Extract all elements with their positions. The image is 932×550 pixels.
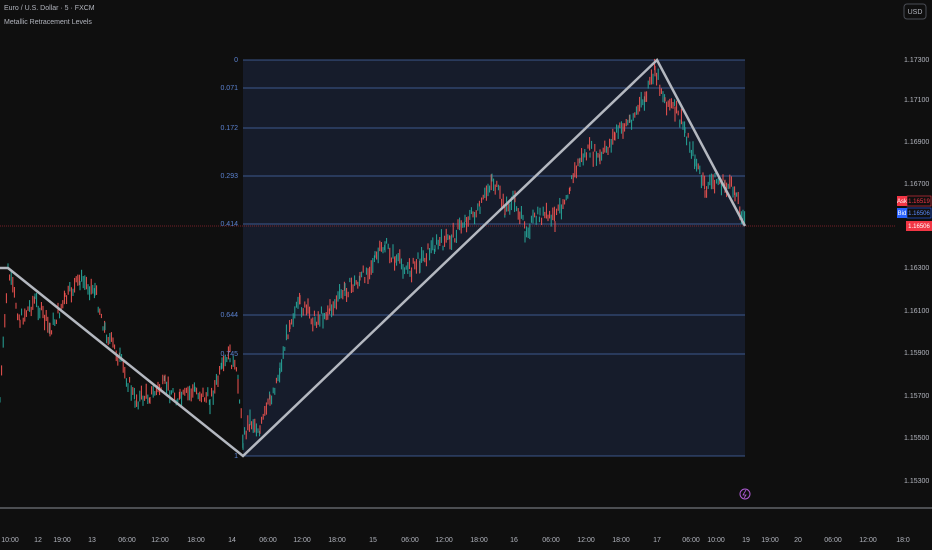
fib-label: 0.071 xyxy=(220,85,238,92)
time-axis-label: 18:0 xyxy=(896,537,910,544)
fib-label: 0.414 xyxy=(220,221,238,228)
currency-button[interactable] xyxy=(903,3,927,20)
time-axis-label: 19:00 xyxy=(761,537,779,544)
fib-label: 0.745 xyxy=(220,351,238,358)
event-icon[interactable] xyxy=(739,488,751,500)
currency-label: USD xyxy=(908,9,923,16)
price-axis-label: 1.16900 xyxy=(904,139,929,146)
time-axis-label: 06:00 xyxy=(682,537,700,544)
fib-label: 1 xyxy=(234,453,238,460)
price-axis-label: 1.15300 xyxy=(904,478,929,485)
time-axis-label: 20 xyxy=(794,537,802,544)
time-axis-label: 16 xyxy=(510,537,518,544)
time-axis-label: 18:00 xyxy=(328,537,346,544)
time-axis-label: 12:00 xyxy=(293,537,311,544)
time-axis-label: 14 xyxy=(228,537,236,544)
indicator-name: Metallic Retracement Levels xyxy=(4,19,92,26)
price-axis-label: 1.15700 xyxy=(904,393,929,400)
time-axis-label: 13 xyxy=(88,537,96,544)
time-axis-label: 18:00 xyxy=(470,537,488,544)
bid-price: 1.16506 xyxy=(908,211,930,217)
ask-tag xyxy=(897,196,907,206)
time-axis-label: 06:00 xyxy=(824,537,842,544)
time-axis-label: 15 xyxy=(369,537,377,544)
fib-label: 0 xyxy=(234,57,238,64)
time-axis-label: 18:00 xyxy=(187,537,205,544)
bid-label: Bid xyxy=(898,211,907,217)
time-axis-label: 06:00 xyxy=(542,537,560,544)
symbol-title: Euro / U.S. Dollar · 5 · FXCM xyxy=(4,5,95,12)
time-axis-label: 12:00 xyxy=(435,537,453,544)
time-axis-label: 10:00 xyxy=(1,537,19,544)
last-price-box xyxy=(906,221,932,231)
time-axis-label: 19 xyxy=(742,537,750,544)
zigzag xyxy=(0,57,747,458)
fib-zone xyxy=(243,60,745,456)
ask-box xyxy=(906,195,932,207)
price-axis-label: 1.16300 xyxy=(904,265,929,272)
time-axis-label: 17 xyxy=(653,537,661,544)
time-axis-label: 06:00 xyxy=(401,537,419,544)
last-price: 1.16506 xyxy=(908,224,930,230)
price-axis-label: 1.15900 xyxy=(904,350,929,357)
time-axis-label: 19:00 xyxy=(53,537,71,544)
price-axis-label: 1.15500 xyxy=(904,435,929,442)
price-axis-label: 1.17300 xyxy=(904,57,929,64)
time-axis-label: 12:00 xyxy=(151,537,169,544)
fib-label: 0.644 xyxy=(220,312,238,319)
price-axis-label: 1.16700 xyxy=(904,181,929,188)
bid-box xyxy=(906,207,932,219)
time-axis-label: 06:00 xyxy=(118,537,136,544)
price-axis-label: 1.17100 xyxy=(904,97,929,104)
time-axis-label: 10:00 xyxy=(707,537,725,544)
price-axis-label: 1.16100 xyxy=(904,308,929,315)
time-axis-label: 18:00 xyxy=(612,537,630,544)
ask-price: 1.16519 xyxy=(908,199,930,205)
time-axis-label: 06:00 xyxy=(259,537,277,544)
event-icon-bolt xyxy=(742,489,747,499)
fib-label: 0.293 xyxy=(220,173,238,180)
time-axis-label: 12 xyxy=(34,537,42,544)
time-axis-label: 12:00 xyxy=(577,537,595,544)
ask-label: Ask xyxy=(897,199,908,205)
fib-label: 0.172 xyxy=(220,125,238,132)
bid-tag xyxy=(897,208,907,218)
time-axis-label: 12:00 xyxy=(859,537,877,544)
